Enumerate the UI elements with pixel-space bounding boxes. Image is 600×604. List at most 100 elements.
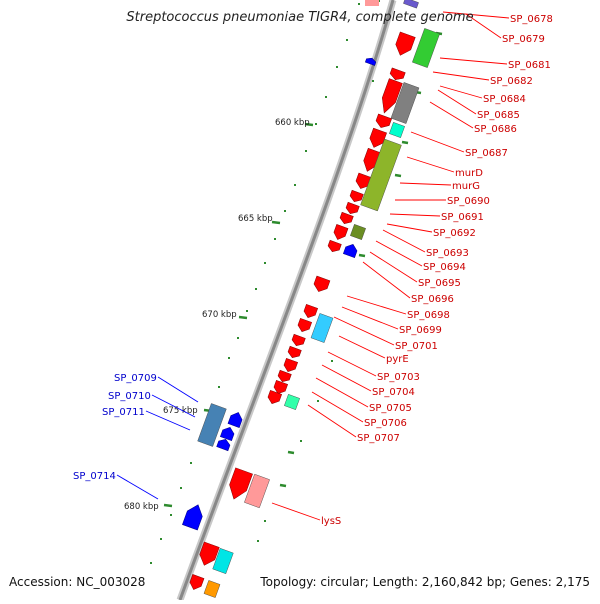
inner-scale-dash (394, 173, 402, 178)
scale-dot (246, 310, 248, 312)
forward-label-leader (439, 85, 483, 99)
forward-gene-arrow (365, 0, 379, 6)
scale-dot (315, 123, 317, 125)
forward-gene-arrow (273, 379, 289, 394)
forward-label-leader (321, 364, 372, 392)
reverse-gene-label: SP_0714 (73, 471, 116, 482)
forward-gene-arrow (333, 224, 349, 240)
forward-gene-label: SP_0694 (423, 262, 466, 273)
forward-gene-label: SP_0704 (372, 387, 415, 398)
feature-block-gray (390, 82, 420, 124)
scale-dot (190, 462, 192, 464)
forward-label-leader (465, 13, 502, 39)
scale-tick-label: 670 kbp (202, 310, 237, 320)
reverse-gene-arrow (342, 244, 358, 259)
forward-label-leader (382, 229, 426, 253)
genome-summary-text: Topology: circular; Length: 2,160,842 bp… (260, 575, 590, 589)
forward-label-leader (406, 156, 455, 173)
scale-dot (170, 514, 172, 516)
forward-gene-label: lysS (321, 516, 341, 527)
scale-dot (228, 357, 230, 359)
inner-scale-dot (257, 540, 259, 542)
reverse-gene-arrow (364, 57, 377, 66)
feature-block-slate (403, 0, 419, 9)
scale-dot (305, 150, 307, 152)
reverse-gene-arrow (182, 504, 203, 531)
forward-label-leader (271, 502, 321, 521)
feature-block-green (412, 28, 440, 68)
forward-label-leader (399, 182, 452, 186)
forward-label-leader (432, 71, 490, 81)
scale-dot (346, 39, 348, 41)
forward-gene-arrow (349, 189, 364, 202)
forward-gene-arrow (389, 67, 406, 80)
feature-block-mint (284, 394, 300, 410)
forward-label-leader (389, 213, 441, 217)
reverse-gene-arrow (227, 412, 243, 428)
inner-scale-dot (331, 360, 333, 362)
forward-gene-label: SP_0690 (447, 196, 490, 207)
forward-gene-arrow (363, 147, 382, 172)
forward-gene-arrow (287, 345, 302, 358)
scale-tick-label: 665 kbp (238, 214, 273, 224)
forward-gene-label: SP_0707 (357, 433, 400, 444)
reverse-gene-label: SP_0709 (114, 373, 157, 384)
forward-gene-arrow (382, 78, 403, 114)
forward-gene-label: pyrE (386, 354, 409, 365)
forward-label-leader (410, 131, 465, 153)
scale-dot (358, 3, 360, 5)
forward-label-leader (369, 251, 418, 283)
forward-gene-label: SP_0695 (418, 278, 461, 289)
forward-gene-arrow (369, 127, 387, 148)
forward-gene-arrow (277, 369, 292, 382)
forward-label-leader (307, 404, 357, 438)
forward-gene-label: SP_0691 (441, 212, 484, 223)
forward-gene-label: SP_0703 (377, 372, 420, 383)
reverse-gene-label: SP_0711 (102, 407, 145, 418)
forward-gene-label: SP_0692 (433, 228, 476, 239)
forward-label-leader (429, 101, 474, 129)
forward-gene-arrow (339, 211, 354, 224)
scale-dot (180, 487, 182, 489)
forward-gene-label: SP_0701 (395, 341, 438, 352)
forward-label-leader (333, 316, 395, 346)
feature-block-olive-small (350, 224, 366, 240)
forward-gene-arrow (303, 303, 319, 318)
inner-scale-dash (287, 450, 295, 455)
scale-dot (160, 538, 162, 540)
forward-label-leader (437, 89, 477, 115)
scale-dot (325, 96, 327, 98)
scale-tick (163, 503, 173, 508)
forward-gene-arrow (267, 389, 283, 404)
forward-label-leader (315, 377, 369, 408)
scale-tick (271, 220, 281, 225)
scale-tick (238, 315, 248, 320)
scale-dot (294, 184, 296, 186)
scale-dot (336, 66, 338, 68)
forward-gene-arrow (283, 357, 299, 372)
feature-block-cyan2 (212, 548, 234, 574)
backbone-line (178, 0, 395, 601)
scale-tick-label: 660 kbp (275, 118, 310, 128)
forward-gene-label: SP_0698 (407, 310, 450, 321)
forward-label-leader (439, 57, 508, 65)
reverse-gene-arrow (219, 427, 235, 442)
inner-scale-dot (300, 440, 302, 442)
forward-label-leader (341, 306, 399, 330)
feature-block-cyan (310, 313, 334, 343)
forward-gene-arrow (313, 275, 331, 292)
inner-scale-dot (264, 520, 266, 522)
forward-label-leader (327, 351, 377, 377)
forward-gene-label: SP_0684 (483, 94, 526, 105)
scale-tick-label: 680 kbp (124, 502, 159, 512)
forward-gene-label: SP_0682 (490, 76, 533, 87)
feature-block-orange (203, 580, 221, 598)
forward-gene-label: SP_0687 (465, 148, 508, 159)
scale-dot (150, 562, 152, 564)
feature-block-pink (244, 473, 270, 509)
scale-dot (284, 210, 286, 212)
inner-scale-dash (401, 140, 409, 145)
scale-tick (304, 122, 314, 127)
